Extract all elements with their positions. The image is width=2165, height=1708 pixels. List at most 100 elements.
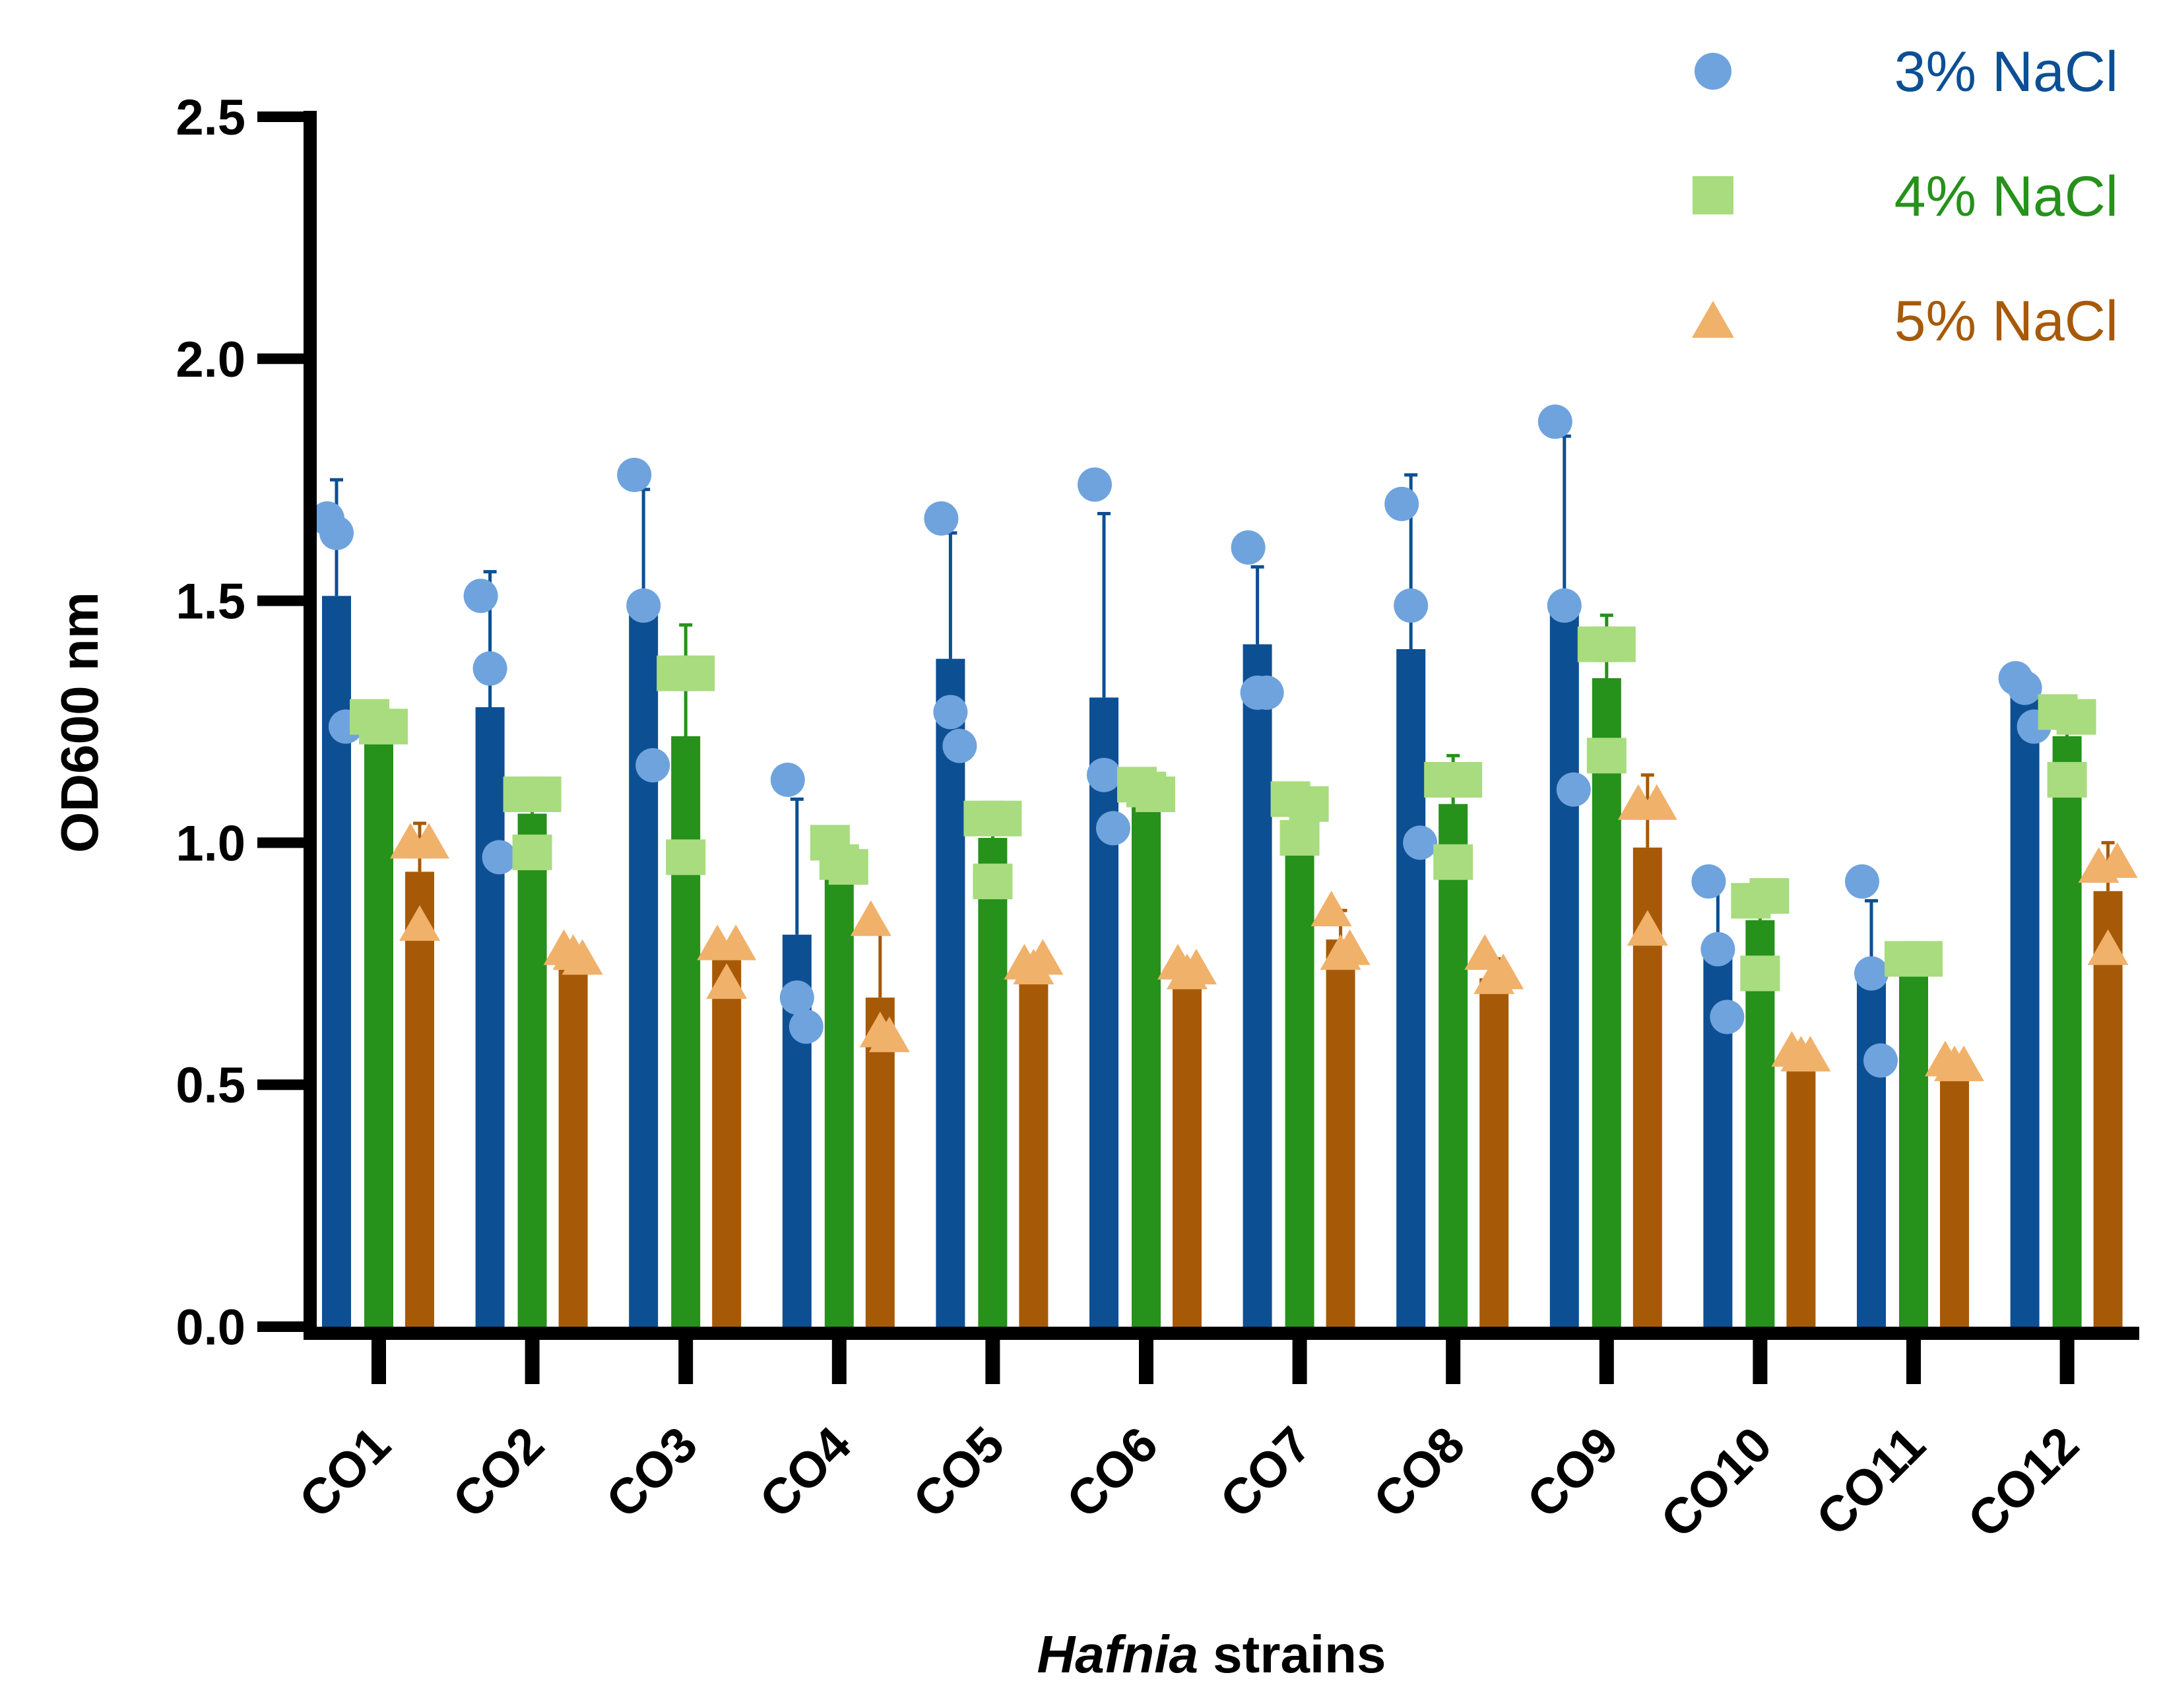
point-co7-series-1-1 (1231, 530, 1266, 565)
legend: 3% NaCl 4% NaCl 5% NaCl (1692, 40, 2118, 353)
point-co12-series-2-3 (2056, 699, 2096, 735)
bar-co6-series-3 (1173, 973, 1202, 1327)
point-co5-series-1-3 (942, 728, 977, 763)
bar-co12-series-1 (2010, 692, 2040, 1327)
bar-co4-series-3 (865, 997, 895, 1327)
bar-co6-series-1 (1089, 697, 1118, 1327)
point-co4-series-3-3 (868, 1016, 910, 1052)
bar-co3-series-3 (712, 954, 742, 1327)
bar-co4-series-2 (824, 857, 854, 1327)
point-co3-series-2-3 (675, 655, 715, 691)
bar-co11-series-1 (1857, 973, 1886, 1327)
bar-co1-series-1 (322, 596, 351, 1327)
x-tick-label: CO6 (1056, 1416, 1169, 1529)
bar-co2-series-1 (475, 707, 505, 1327)
point-co3-series-2-2 (666, 839, 706, 875)
point-co2-series-3-3 (562, 939, 603, 975)
point-co4-series-3-1 (850, 900, 891, 936)
point-co5-series-1-1 (924, 501, 959, 536)
point-co8-series-2-2 (1433, 844, 1473, 880)
point-co12-series-1-2 (2007, 670, 2042, 705)
bar-co9-series-1 (1549, 605, 1579, 1327)
point-co10-series-1-2 (1700, 932, 1735, 966)
point-co7-series-1-3 (1249, 675, 1284, 710)
point-co3-series-3-2 (706, 963, 748, 999)
point-co7-series-3-3 (1329, 929, 1371, 965)
point-co9-series-3-3 (1636, 784, 1677, 820)
bar-co9-series-2 (1592, 678, 1621, 1327)
point-co8-series-3-3 (1483, 953, 1524, 990)
point-co3-series-1-2 (626, 588, 661, 623)
points-layer (310, 404, 2138, 1081)
point-co4-series-1-3 (789, 1009, 824, 1044)
axes-layer (304, 111, 2139, 1340)
y-tick-label: 2.0 (176, 332, 245, 388)
point-co10-series-3-3 (1790, 1036, 1831, 1072)
point-co1-series-3-2 (399, 905, 440, 941)
point-co9-series-2-3 (1596, 626, 1636, 662)
bar-co7-series-2 (1285, 823, 1314, 1327)
bar-co7-series-3 (1326, 939, 1355, 1327)
bar-co2-series-3 (558, 954, 588, 1327)
point-co8-series-1-1 (1384, 486, 1419, 521)
point-co2-series-1-3 (482, 840, 517, 875)
bar-co5-series-2 (978, 838, 1008, 1327)
point-co10-series-1-1 (1691, 864, 1726, 899)
x-axis-title-rest: strains (1198, 1625, 1386, 1684)
point-co6-series-1-3 (1096, 811, 1130, 846)
y-tick-label: 1.5 (176, 574, 245, 630)
y-tick-label: 0.5 (176, 1058, 245, 1114)
error-bars-layer (330, 434, 2115, 1071)
bar-co3-series-2 (671, 736, 701, 1327)
point-co2-series-1-1 (463, 579, 498, 614)
bar-co3-series-1 (629, 615, 659, 1327)
point-co5-series-1-2 (933, 695, 968, 730)
point-co2-series-2-3 (521, 776, 562, 813)
point-co5-series-2-3 (982, 800, 1022, 837)
x-ticks-layer: CO1 CO2 CO3 CO4 CO5 CO6 CO7 CO8 CO9 CO10 CO11 CO12 (288, 1340, 2090, 1548)
point-co9-series-1-1 (1537, 404, 1572, 439)
bar-co5-series-1 (936, 658, 965, 1327)
point-co11-series-3-3 (1943, 1045, 1984, 1081)
point-co10-series-2-3 (1749, 878, 1790, 914)
point-co9-series-1-3 (1556, 772, 1591, 807)
y-ticks-layer: 0.0 0.5 1.0 1.5 2.0 2.5 (176, 90, 310, 1356)
point-co11-series-2-3 (1903, 941, 1943, 977)
point-co3-series-1-3 (635, 748, 670, 783)
bar-co7-series-1 (1243, 644, 1272, 1327)
bar-co11-series-3 (1940, 1070, 1969, 1327)
point-co9-series-3-2 (1627, 910, 1668, 946)
x-axis-title-italic: Hafnia (1037, 1625, 1198, 1684)
point-co8-series-2-3 (1442, 762, 1483, 798)
y-axis-title: OD600 nm (50, 592, 109, 853)
point-co6-series-1-1 (1078, 467, 1112, 502)
legend-label-series-2: 4% NaCl (1894, 165, 2118, 228)
x-tick-label: CO11 (1805, 1416, 1936, 1547)
point-co11-series-1-3 (1863, 1043, 1898, 1078)
bar-co12-series-2 (2052, 736, 2082, 1327)
bar-co11-series-2 (1899, 959, 1928, 1327)
x-tick-label: CO4 (749, 1416, 862, 1529)
x-axis-title: Hafnia strains (1037, 1625, 1386, 1684)
point-co1-series-2-3 (368, 709, 408, 745)
point-co7-series-2-2 (1279, 820, 1320, 856)
point-co2-series-1-2 (472, 651, 507, 686)
bar-co8-series-1 (1396, 648, 1426, 1327)
bar-co1-series-3 (405, 871, 434, 1327)
point-co1-series-3-3 (408, 823, 449, 859)
point-co5-series-2-2 (973, 864, 1013, 900)
point-co4-series-2-3 (828, 849, 868, 885)
point-co12-series-3-3 (2096, 842, 2138, 878)
y-tick-label: 0.0 (176, 1300, 245, 1356)
bar-co8-series-2 (1438, 804, 1468, 1327)
legend-label-series-1: 3% NaCl (1894, 40, 2118, 104)
point-co2-series-2-2 (512, 835, 552, 871)
bar-co8-series-3 (1479, 978, 1509, 1327)
legend-marker-series-1 (1695, 53, 1731, 90)
bar-co10-series-3 (1786, 1060, 1816, 1327)
point-co5-series-3-3 (1022, 939, 1064, 975)
point-co1-series-1-2 (319, 515, 354, 550)
point-co7-series-3-1 (1310, 891, 1352, 927)
point-co7-series-2-3 (1289, 786, 1329, 822)
legend-marker-series-3 (1692, 301, 1734, 338)
